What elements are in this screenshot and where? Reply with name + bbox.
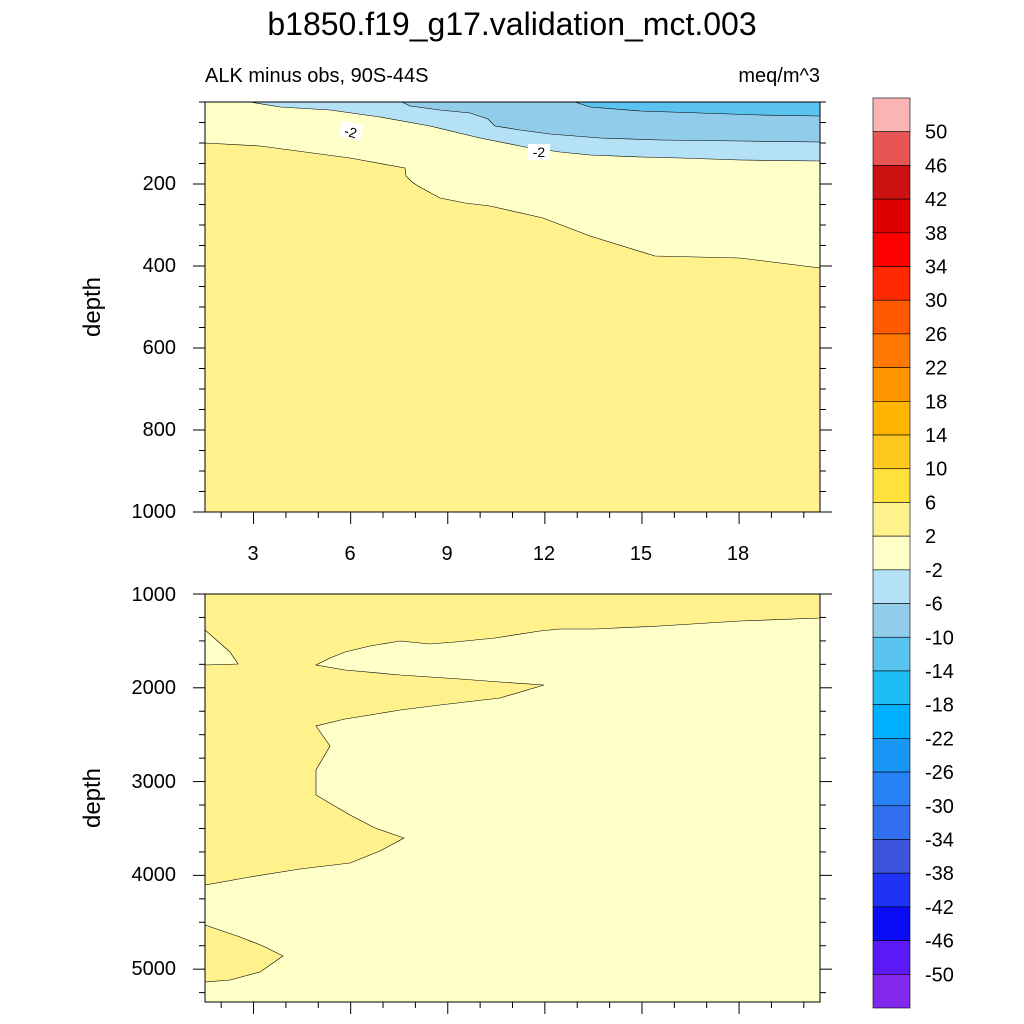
bottom-y-tick-label-5000: 5000 — [132, 958, 177, 980]
colorbar-label: -50 — [925, 964, 954, 986]
colorbar-label: 22 — [925, 358, 947, 380]
top-y-tick-label-200: 200 — [143, 173, 176, 195]
colorbar-swatch — [872, 502, 911, 537]
colorbar-label: 2 — [925, 526, 936, 548]
top-x-tick-label-18: 18 — [727, 543, 749, 565]
top-x-tick-label-3: 3 — [247, 543, 258, 565]
colorbar-swatch — [872, 131, 911, 166]
colorbar-swatch — [872, 367, 911, 402]
top-panel-units-label: meq/m^3 — [738, 65, 820, 87]
colorbar-label: -34 — [925, 829, 954, 851]
top-contour-label-1: -2 — [343, 123, 359, 142]
top-y-tick-label-1000: 1000 — [132, 501, 177, 523]
colorbar-label: 46 — [925, 155, 947, 177]
top-x-ticks — [220, 512, 805, 524]
top-y-ticks — [193, 101, 832, 513]
colorbar-swatch — [872, 872, 911, 908]
colorbar-label: -10 — [925, 627, 954, 649]
colorbar-label: 30 — [925, 290, 947, 312]
colorbar-swatch — [872, 569, 911, 604]
top-label-bg-2 — [528, 144, 550, 160]
bottom-y-tick-label-1000: 1000 — [132, 584, 177, 606]
colorbar-swatch — [872, 805, 911, 840]
colorbar-swatch — [872, 771, 911, 807]
bottom-y-ticks — [193, 593, 832, 994]
top-contour-label-2: -2 — [533, 144, 546, 160]
colorbar-swatch — [872, 299, 911, 335]
colorbar: 50 46 42 38 34 30 26 22 18 14 10 6 2 -2 -6 -10 -14 -18 -22… — [872, 97, 954, 1009]
colorbar-label: -6 — [925, 594, 943, 616]
chart-title: b1850.f19_g17.validation_mct.003 — [267, 6, 756, 42]
colorbar-swatch — [872, 940, 911, 975]
bottom-panel: 1000 2000 3000 4000 5000 depth — [79, 584, 832, 1014]
colorbar-swatch — [872, 636, 911, 672]
colorbar-label: -26 — [925, 762, 954, 784]
colorbar-swatch — [872, 704, 911, 739]
bottom-y-tick-label-4000: 4000 — [132, 864, 177, 886]
top-y-tick-label-800: 800 — [143, 419, 176, 441]
colorbar-label: -38 — [925, 863, 954, 885]
colorbar-swatch — [872, 468, 911, 503]
colorbar-swatch — [872, 266, 911, 301]
top-panel-left-label: ALK minus obs, 90S-44S — [205, 65, 428, 87]
colorbar-swatch — [872, 670, 911, 705]
top-x-tick-label-9: 9 — [441, 543, 452, 565]
colorbar-label: -30 — [925, 796, 954, 818]
colorbar-swatch — [872, 401, 911, 436]
colorbar-label: 50 — [925, 122, 947, 144]
colorbar-swatch — [872, 97, 911, 133]
top-y-tick-label-400: 400 — [143, 255, 176, 277]
bottom-y-tick-label-3000: 3000 — [132, 771, 177, 793]
colorbar-swatch — [872, 232, 911, 267]
colorbar-swatch — [872, 906, 911, 941]
colorbar-swatch — [872, 738, 911, 773]
bottom-region-2-to-6-main — [204, 593, 821, 886]
colorbar-swatch — [872, 839, 911, 874]
colorbar-label: -42 — [925, 897, 954, 919]
top-y-axis-label: depth — [79, 277, 106, 337]
top-x-tick-label-6: 6 — [344, 543, 355, 565]
top-x-tick-label-15: 15 — [630, 543, 652, 565]
colorbar-label: 42 — [925, 189, 947, 211]
top-label-bg-1 — [338, 120, 364, 142]
top-panel: ALK minus obs, 90S-44S meq/m^3 -2 -2 3 6… — [79, 65, 832, 565]
colorbar-label: -18 — [925, 695, 954, 717]
bottom-x-ticks — [220, 1002, 805, 1014]
colorbar-label: -2 — [925, 560, 943, 582]
bottom-region-2-to-6-patch — [204, 924, 284, 983]
colorbar-label: 14 — [925, 425, 947, 447]
colorbar-swatch — [872, 535, 911, 571]
colorbar-label: 10 — [925, 459, 947, 481]
top-x-tick-label-12: 12 — [533, 543, 555, 565]
colorbar-swatch — [872, 973, 911, 1009]
colorbar-label: -46 — [925, 931, 954, 953]
colorbar-label: -14 — [925, 661, 954, 683]
bottom-y-axis-label: depth — [79, 768, 106, 828]
colorbar-swatch — [872, 603, 911, 638]
colorbar-label: 38 — [925, 223, 947, 245]
top-y-tick-label-600: 600 — [143, 337, 176, 359]
colorbar-swatch — [872, 165, 911, 200]
colorbar-label: 18 — [925, 391, 947, 413]
colorbar-label: -22 — [925, 728, 954, 750]
colorbar-label: 26 — [925, 324, 947, 346]
colorbar-label: 6 — [925, 492, 936, 514]
colorbar-swatch — [872, 333, 911, 368]
bottom-y-tick-label-2000: 2000 — [132, 677, 177, 699]
colorbar-swatch — [872, 198, 911, 234]
colorbar-label: 34 — [925, 257, 947, 279]
colorbar-swatch — [872, 434, 911, 470]
